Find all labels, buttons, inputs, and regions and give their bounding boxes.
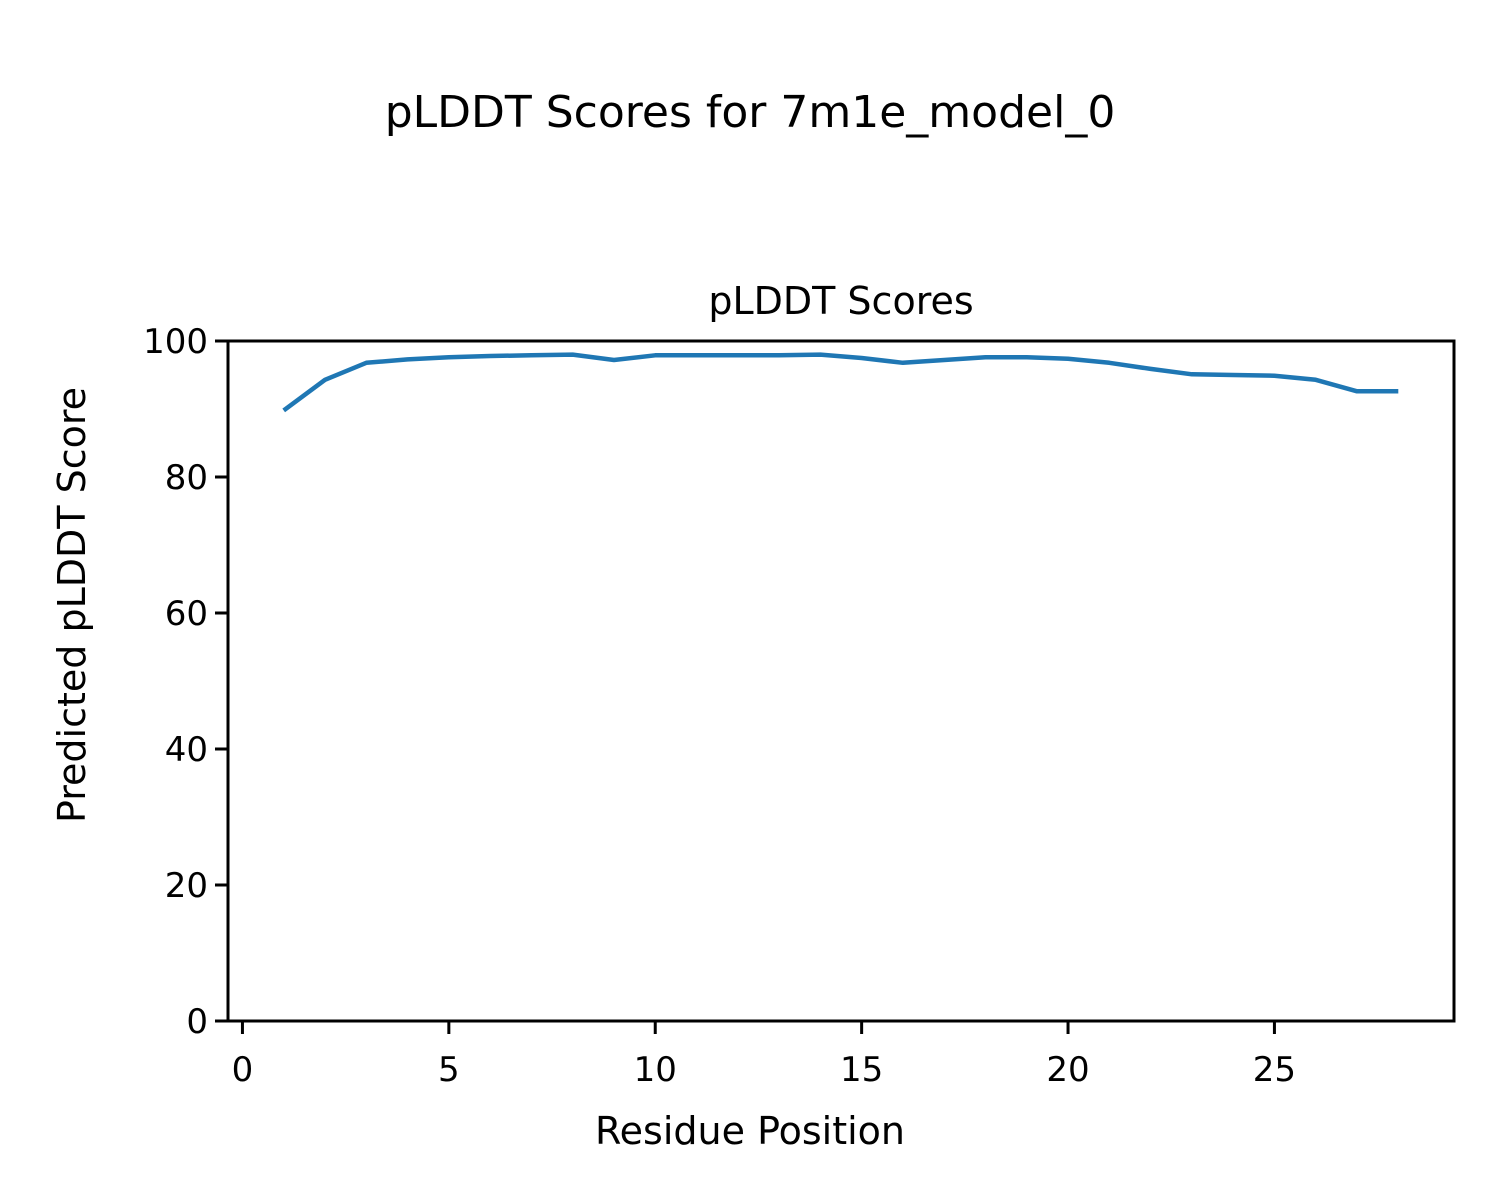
x-tick-label: 0 [232,1050,254,1090]
plddt-line [282,352,1399,413]
y-tick-label: 40 [165,730,208,770]
y-tick-label: 80 [165,458,208,498]
y-tick-label: 100 [143,322,208,362]
y-tick-label: 0 [186,1002,208,1042]
y-tick-label: 60 [165,594,208,634]
x-axis-label: Residue Position [594,1109,906,1153]
x-tick-label: 20 [1046,1050,1089,1090]
x-tick-label: 5 [438,1050,460,1090]
axes-border [226,339,1456,1023]
y-tick-label: 20 [165,866,208,906]
x-tick-label: 10 [634,1050,677,1090]
x-tick-label: 25 [1253,1050,1296,1090]
figure-title: pLDDT Scores for 7m1e_model_0 [384,87,1116,138]
x-tick-label: 15 [840,1050,883,1090]
axes-title: pLDDT Scores [708,279,974,323]
